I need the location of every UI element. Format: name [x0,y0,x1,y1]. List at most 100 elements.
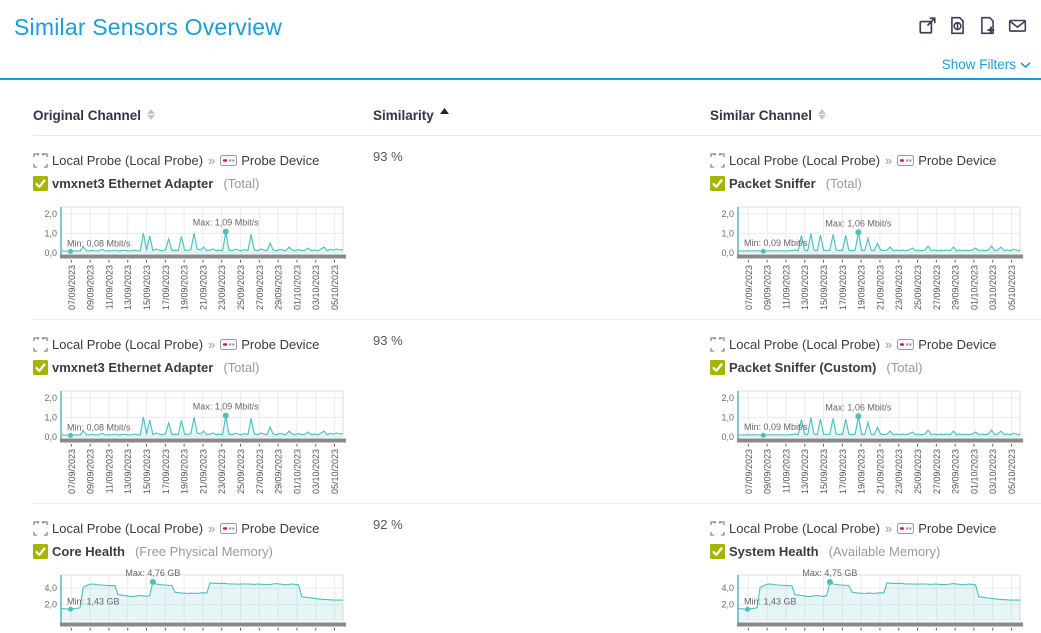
sensor-name[interactable]: System Health [729,544,819,559]
probe-name[interactable]: Local Probe (Local Probe) [729,153,881,168]
svg-text:23/09/2023: 23/09/2023 [217,449,227,494]
svg-text:27/09/2023: 27/09/2023 [932,265,942,310]
device-icon [220,155,238,166]
channel-name: (Total) [223,176,260,191]
svg-text:11/09/2023: 11/09/2023 [781,449,791,493]
device-name[interactable]: Probe Device [241,153,320,168]
column-header-original-channel[interactable]: Original Channel [33,108,373,123]
svg-text:Max: 4,75 GB: Max: 4,75 GB [802,569,857,578]
svg-text:19/09/2023: 19/09/2023 [857,449,867,494]
breadcrumb-separator: » [208,153,216,168]
similarity-cell: 93 % [373,333,710,501]
svg-text:15/09/2023: 15/09/2023 [142,265,152,310]
svg-text:07/09/2023: 07/09/2023 [67,265,77,310]
device-name[interactable]: Probe Device [918,521,997,536]
device-name[interactable]: Probe Device [241,521,320,536]
breadcrumb-separator: » [885,521,893,536]
svg-text:29/09/2023: 29/09/2023 [951,265,961,310]
column-label: Similar Channel [710,108,813,123]
similarity-value: 93 % [373,333,403,348]
svg-text:2,0: 2,0 [721,600,734,610]
svg-text:13/09/2023: 13/09/2023 [123,449,133,494]
svg-text:09/09/2023: 09/09/2023 [86,449,96,494]
svg-text:2,0: 2,0 [721,393,734,403]
svg-text:13/09/2023: 13/09/2023 [123,265,133,310]
sensor-name[interactable]: vmxnet3 Ethernet Adapter [52,360,214,375]
svg-text:23/09/2023: 23/09/2023 [894,449,904,494]
column-header-similarity[interactable]: Similarity [373,107,710,123]
sensor-name[interactable]: Packet Sniffer (Custom) [729,360,877,375]
svg-text:11/09/2023: 11/09/2023 [104,265,114,309]
probe-name[interactable]: Local Probe (Local Probe) [729,337,881,352]
sensor-name[interactable]: vmxnet3 Ethernet Adapter [52,176,214,191]
send-email-icon[interactable] [1008,16,1027,35]
svg-text:Min: 0,09 Mbit/s: Min: 0,09 Mbit/s [744,238,808,248]
svg-text:Max: 1,06 Mbit/s: Max: 1,06 Mbit/s [825,402,892,412]
similar-channel-graph: 2,0 1,0 0,0 07/09/2023 09/09/2023 11/09/2023 1… [710,201,1041,317]
breadcrumb-separator: » [885,337,893,352]
svg-text:05/10/2023: 05/10/2023 [1007,449,1017,494]
probe-icon [710,337,725,352]
similar-channel-graph: 2,0 1,0 0,0 07/09/2023 09/09/2023 11/09/2023 1… [710,385,1041,501]
svg-text:09/09/2023: 09/09/2023 [763,449,773,494]
sensor-name[interactable]: Core Health [52,544,125,559]
channel-name: (Total) [886,360,923,375]
svg-text:05/10/2023: 05/10/2023 [330,449,340,494]
probe-name[interactable]: Local Probe (Local Probe) [729,521,881,536]
device-icon [220,523,238,534]
column-header-similar-channel[interactable]: Similar Channel [710,108,1041,123]
svg-text:21/09/2023: 21/09/2023 [198,449,208,494]
channel-name: (Available Memory) [828,544,941,559]
create-report-icon[interactable] [978,16,997,35]
similar-channel-cell: Local Probe (Local Probe) » Probe Device [710,517,1041,633]
device-name[interactable]: Probe Device [918,153,997,168]
device-icon [897,155,915,166]
table-row: Local Probe (Local Probe) » Probe Device [33,136,1041,320]
similar-channel-cell: Local Probe (Local Probe) » Probe Device [710,333,1041,501]
device-name[interactable]: Probe Device [918,337,997,352]
similarity-cell: 92 % [373,517,710,633]
probe-icon [710,153,725,168]
svg-text:25/09/2023: 25/09/2023 [236,265,246,310]
svg-text:03/10/2023: 03/10/2023 [311,449,321,494]
show-filters-link[interactable]: Show Filters [942,57,1031,72]
svg-text:09/09/2023: 09/09/2023 [763,265,773,310]
sensor-name[interactable]: Packet Sniffer [729,176,816,191]
show-xml-icon[interactable] [948,16,967,35]
device-icon [897,339,915,350]
table-header-row: Original Channel Similarity Similar Chan… [33,107,1041,136]
original-channel-cell: Local Probe (Local Probe) » Probe Device [33,517,373,633]
device-name[interactable]: Probe Device [241,337,320,352]
similarity-value: 93 % [373,149,403,164]
svg-text:05/10/2023: 05/10/2023 [330,265,340,310]
probe-name[interactable]: Local Probe (Local Probe) [52,337,204,352]
svg-text:17/09/2023: 17/09/2023 [838,265,848,310]
svg-text:01/10/2023: 01/10/2023 [292,265,302,310]
open-in-new-window-icon[interactable] [918,16,937,35]
chevron-down-icon [1020,61,1031,68]
svg-text:19/09/2023: 19/09/2023 [180,265,190,310]
breadcrumb-separator: » [885,153,893,168]
svg-text:07/09/2023: 07/09/2023 [744,449,754,494]
svg-text:Min: 0,09 Mbit/s: Min: 0,09 Mbit/s [744,422,808,432]
svg-text:09/09/2023: 09/09/2023 [86,265,96,310]
probe-icon [33,337,48,352]
original-channel-graph: 2,0 1,0 0,0 07/09/2023 09/09/2023 11/09/2023 1… [33,385,373,501]
page-title: Similar Sensors Overview [14,14,283,40]
svg-text:1,0: 1,0 [721,412,734,422]
sensor-ok-icon [33,360,48,375]
svg-text:25/09/2023: 25/09/2023 [913,265,923,310]
svg-text:17/09/2023: 17/09/2023 [161,449,171,494]
svg-text:03/10/2023: 03/10/2023 [311,265,321,310]
original-channel-cell: Local Probe (Local Probe) » Probe Device [33,149,373,317]
svg-text:19/09/2023: 19/09/2023 [857,265,867,310]
svg-text:19/09/2023: 19/09/2023 [180,449,190,494]
svg-text:03/10/2023: 03/10/2023 [988,265,998,310]
probe-icon [710,521,725,536]
svg-text:17/09/2023: 17/09/2023 [161,265,171,310]
probe-name[interactable]: Local Probe (Local Probe) [52,153,204,168]
probe-icon [33,153,48,168]
svg-text:17/09/2023: 17/09/2023 [838,449,848,494]
svg-text:25/09/2023: 25/09/2023 [913,449,923,494]
probe-name[interactable]: Local Probe (Local Probe) [52,521,204,536]
